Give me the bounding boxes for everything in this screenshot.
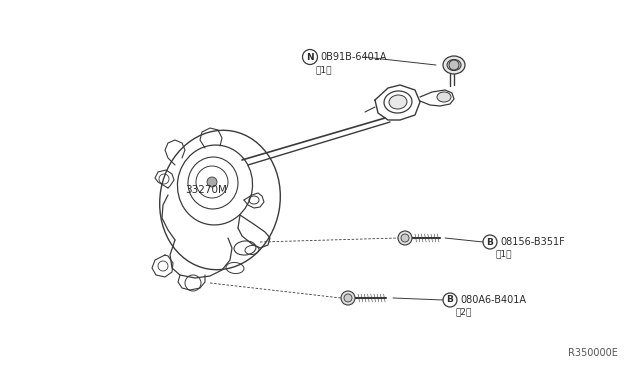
Text: 33270M: 33270M [185, 185, 227, 195]
Circle shape [207, 177, 217, 187]
Text: N: N [306, 52, 314, 61]
Circle shape [344, 294, 352, 302]
Circle shape [341, 291, 355, 305]
Text: 08156-B351F: 08156-B351F [500, 237, 564, 247]
Ellipse shape [437, 92, 451, 102]
Ellipse shape [447, 60, 461, 71]
Text: R350000E: R350000E [568, 348, 618, 358]
Text: B: B [486, 237, 493, 247]
Circle shape [401, 234, 409, 242]
Circle shape [449, 60, 459, 70]
Text: 0B91B-6401A: 0B91B-6401A [321, 52, 387, 62]
Text: （2）: （2） [455, 308, 472, 317]
Text: （1）: （1） [316, 65, 332, 74]
Text: （1）: （1） [495, 250, 511, 259]
Text: B: B [447, 295, 453, 305]
Text: 080A6-B401A: 080A6-B401A [460, 295, 526, 305]
Ellipse shape [389, 95, 407, 109]
Circle shape [398, 231, 412, 245]
Ellipse shape [443, 56, 465, 74]
